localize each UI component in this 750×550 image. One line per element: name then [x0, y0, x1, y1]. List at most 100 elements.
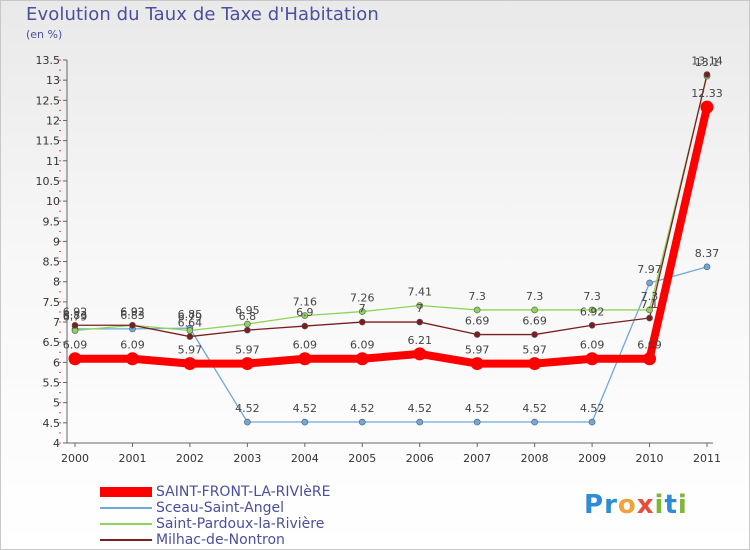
y-tick-label: 12.5 — [36, 94, 61, 107]
data-label: 7.3 — [468, 290, 486, 303]
data-point — [646, 279, 653, 287]
data-label: 5.97 — [235, 344, 260, 357]
data-label: 6.09 — [120, 339, 145, 352]
data-label: 7.3 — [526, 290, 544, 303]
chart-legend: SAINT-FRONT-LA-RIVIèRE Sceau-Saint-Angel… — [100, 484, 400, 549]
data-label: 7.1 — [641, 298, 659, 311]
data-point — [588, 306, 596, 314]
data-label: 7 — [359, 302, 366, 315]
data-point — [470, 357, 484, 371]
data-point — [355, 352, 369, 366]
data-label: 6.92 — [120, 305, 145, 318]
data-point — [528, 357, 542, 371]
data-point — [240, 357, 254, 371]
x-tick-label: 2002 — [176, 452, 204, 465]
data-point — [298, 352, 312, 366]
legend-item: SAINT-FRONT-LA-RIVIèRE — [100, 484, 400, 501]
data-point — [68, 352, 82, 366]
legend-label: Saint-Pardoux-la-Rivière — [156, 516, 325, 532]
logo-letter: P — [584, 490, 605, 520]
data-label: 6.79 — [178, 311, 203, 324]
y-tick-label: 8.5 — [43, 256, 61, 269]
legend-item: Sceau-Saint-Angel — [100, 500, 400, 517]
data-point — [301, 312, 309, 319]
data-label: 7.41 — [407, 286, 432, 299]
chart-subtitle: (en %) — [26, 28, 63, 41]
data-point — [473, 306, 481, 314]
data-label: 4.52 — [235, 402, 260, 415]
data-label: 6.09 — [580, 339, 605, 352]
data-point — [643, 352, 657, 366]
data-point — [416, 318, 424, 326]
logo-letter: i — [654, 490, 665, 520]
y-tick-label: 11 — [46, 155, 60, 168]
legend-swatch — [100, 539, 152, 541]
data-point — [186, 333, 194, 340]
data-point — [244, 418, 251, 426]
data-label: 4.52 — [465, 402, 490, 415]
x-tick-label: 2010 — [636, 452, 664, 465]
line-chart: 4 4.5 5 5.5 6 6.5 7 7.5 8 8.5 9 9.5 10 10.5 11 11.5 12 12… — [36, 54, 723, 465]
data-label: 6.92 — [580, 305, 605, 318]
data-point — [125, 352, 139, 366]
data-label: 13.14 — [691, 55, 723, 68]
y-tick-label: 10 — [46, 195, 60, 208]
data-point — [473, 418, 481, 426]
logo-letter: i — [677, 490, 688, 520]
proxiti-logo: Proxiti — [584, 490, 688, 520]
logo-letter: o — [617, 490, 637, 520]
data-label: 6.21 — [407, 334, 432, 347]
logo-letter: x — [636, 490, 655, 520]
series-points — [68, 71, 714, 426]
data-label: 4.52 — [522, 402, 547, 415]
legend-swatch — [100, 507, 152, 509]
data-point — [358, 308, 366, 315]
series-line — [71, 103, 711, 368]
data-label: 6.8 — [239, 310, 257, 323]
data-label: 6.83 — [63, 309, 88, 322]
y-tick-label: 13 — [46, 74, 60, 87]
data-point — [413, 347, 427, 361]
data-label: 7.26 — [350, 292, 375, 305]
x-tick-label: 2003 — [233, 452, 261, 465]
legend-label: Sceau-Saint-Angel — [156, 500, 285, 516]
legend-item: Milhac-de-Nontron — [100, 532, 400, 549]
legend-label: Milhac-de-Nontron — [156, 532, 285, 548]
y-tick-label: 5 — [53, 397, 60, 410]
data-point — [416, 302, 424, 309]
data-point — [703, 71, 711, 78]
logo-letter: t — [664, 490, 678, 520]
data-point — [129, 321, 136, 329]
x-tick-label: 2006 — [406, 452, 434, 465]
data-label: 6.09 — [63, 339, 88, 352]
logo-letter: r — [604, 490, 618, 520]
x-tick-label: 2005 — [348, 452, 376, 465]
data-point — [71, 321, 79, 329]
y-tick-label: 9.5 — [43, 215, 61, 228]
x-tick-label: 2001 — [118, 452, 146, 465]
data-point — [531, 331, 538, 338]
data-label: 6.09 — [637, 339, 662, 352]
data-label: 6.9 — [296, 306, 314, 319]
series-line — [74, 73, 708, 338]
data-point — [531, 306, 538, 314]
y-tick-label: 6 — [53, 356, 60, 369]
x-tick-label: 2000 — [61, 452, 89, 465]
data-label: 6.69 — [522, 315, 547, 328]
y-tick-label: 12 — [46, 114, 60, 127]
data-point — [301, 418, 309, 426]
legend-swatch — [100, 523, 152, 525]
x-tick-label: 2008 — [521, 452, 549, 465]
data-label: 7.97 — [637, 263, 662, 276]
data-label: 6.92 — [63, 305, 88, 318]
series-lines — [71, 73, 711, 423]
legend-swatch — [100, 487, 152, 497]
x-tick-label: 2009 — [578, 452, 606, 465]
data-label: 5.97 — [178, 344, 203, 357]
data-point — [183, 357, 197, 371]
data-point — [585, 352, 599, 366]
data-label: 6.09 — [350, 339, 375, 352]
x-tick-label: 2004 — [291, 452, 319, 465]
data-label: 5.97 — [522, 344, 547, 357]
data-label: 6.69 — [465, 315, 490, 328]
